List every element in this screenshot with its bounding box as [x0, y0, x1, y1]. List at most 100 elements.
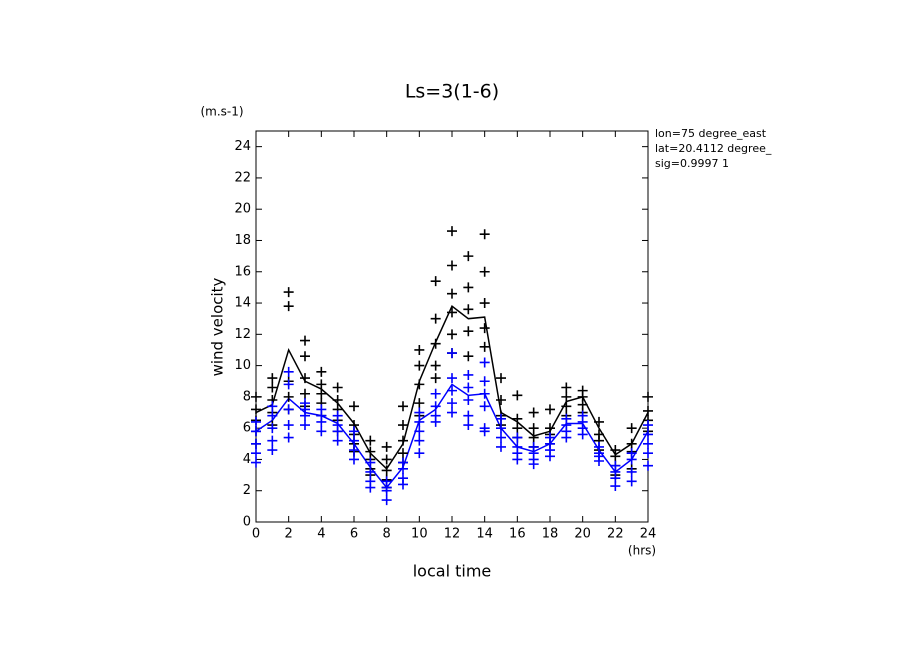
- cross-marker: [528, 459, 539, 470]
- cross-marker: [479, 426, 490, 437]
- cross-marker: [349, 435, 359, 446]
- cross-marker: [479, 388, 490, 399]
- cross-marker: [430, 313, 441, 324]
- cross-marker: [316, 426, 327, 437]
- cross-marker: [447, 385, 457, 396]
- cross-marker: [414, 360, 425, 371]
- x-tick-label: 12: [444, 527, 461, 542]
- cross-marker: [283, 366, 294, 377]
- cross-marker: [414, 426, 425, 437]
- cross-marker: [512, 423, 523, 434]
- cross-marker: [316, 416, 327, 427]
- cross-marker: [528, 432, 539, 443]
- y-tick-label: 22: [234, 170, 251, 185]
- cross-marker: [643, 420, 653, 431]
- cross-marker: [643, 391, 653, 402]
- cross-marker: [496, 441, 506, 452]
- cross-marker: [267, 445, 278, 456]
- cross-marker: [267, 382, 278, 393]
- cross-marker: [267, 423, 278, 434]
- cross-marker: [594, 456, 604, 467]
- cross-marker: [447, 307, 457, 318]
- cross-marker: [283, 432, 294, 443]
- y-axis-label: wind velocity: [209, 277, 227, 376]
- cross-marker: [561, 401, 572, 412]
- chart-title: Ls=3(1-6): [405, 81, 499, 103]
- cross-marker: [479, 323, 490, 334]
- cross-marker: [643, 460, 653, 471]
- x-tick-label: 20: [574, 527, 591, 542]
- cross-marker: [381, 495, 392, 506]
- x-tick-label: 10: [411, 527, 428, 542]
- cross-marker: [430, 373, 441, 384]
- cross-marker: [463, 382, 474, 393]
- cross-marker: [561, 391, 572, 402]
- cross-marker: [496, 413, 506, 424]
- cross-marker: [267, 373, 278, 384]
- cross-marker: [479, 298, 490, 309]
- cross-marker: [447, 348, 457, 359]
- cross-marker: [283, 391, 294, 402]
- cross-marker: [283, 420, 294, 431]
- cross-marker: [561, 382, 572, 393]
- cross-marker: [643, 438, 653, 449]
- cross-marker: [545, 404, 555, 415]
- x-tick-label: 22: [607, 527, 624, 542]
- cross-marker: [463, 304, 474, 315]
- cross-marker: [447, 260, 457, 271]
- cross-marker: [381, 485, 392, 496]
- cross-marker: [626, 476, 637, 487]
- cross-marker: [626, 423, 637, 434]
- cross-marker: [447, 288, 457, 299]
- cross-marker: [251, 448, 261, 459]
- annotation: sig=0.9997 1: [655, 157, 729, 170]
- cross-marker: [643, 448, 653, 459]
- cross-marker: [414, 398, 425, 409]
- cross-marker: [283, 404, 294, 415]
- cross-marker: [332, 382, 343, 393]
- cross-marker: [283, 301, 294, 312]
- cross-marker: [643, 429, 653, 440]
- x-tick-label: 16: [509, 527, 526, 542]
- cross-marker: [512, 454, 523, 465]
- cross-marker: [267, 410, 278, 421]
- cross-marker: [251, 416, 261, 427]
- y-tick-label: 18: [234, 233, 251, 248]
- cross-marker: [349, 426, 359, 437]
- cross-marker: [626, 466, 637, 477]
- x-tick-label: 18: [542, 527, 559, 542]
- cross-marker: [414, 344, 425, 355]
- x-axis-label: local time: [413, 562, 492, 581]
- cross-marker: [512, 390, 523, 401]
- cross-marker: [479, 341, 490, 352]
- cross-marker: [479, 229, 490, 240]
- cross-marker: [300, 373, 310, 384]
- x-tick-label: 24: [640, 527, 657, 542]
- y-tick-label: 2: [243, 483, 251, 498]
- cross-marker: [316, 379, 327, 390]
- cross-marker: [251, 426, 261, 437]
- cross-marker: [398, 420, 408, 431]
- cross-marker: [365, 466, 376, 477]
- cross-marker: [300, 410, 310, 421]
- cross-marker: [463, 420, 474, 431]
- cross-marker: [300, 335, 310, 346]
- cross-marker: [365, 457, 376, 468]
- cross-marker: [332, 426, 343, 437]
- cross-marker: [251, 404, 261, 415]
- cross-marker: [430, 416, 441, 427]
- cross-marker: [430, 401, 441, 412]
- y-tick-label: 0: [243, 515, 251, 530]
- cross-marker: [349, 401, 359, 412]
- cross-marker: [251, 438, 261, 449]
- cross-marker: [463, 326, 474, 337]
- cross-marker: [251, 391, 261, 402]
- cross-marker: [594, 416, 604, 427]
- y-tick-label: 20: [234, 202, 251, 217]
- cross-marker: [479, 357, 490, 368]
- cross-marker: [414, 379, 425, 390]
- cross-marker: [447, 398, 457, 409]
- annotation: lat=20.4112 degree_: [655, 142, 772, 155]
- cross-marker: [267, 435, 278, 446]
- cross-marker: [496, 423, 506, 434]
